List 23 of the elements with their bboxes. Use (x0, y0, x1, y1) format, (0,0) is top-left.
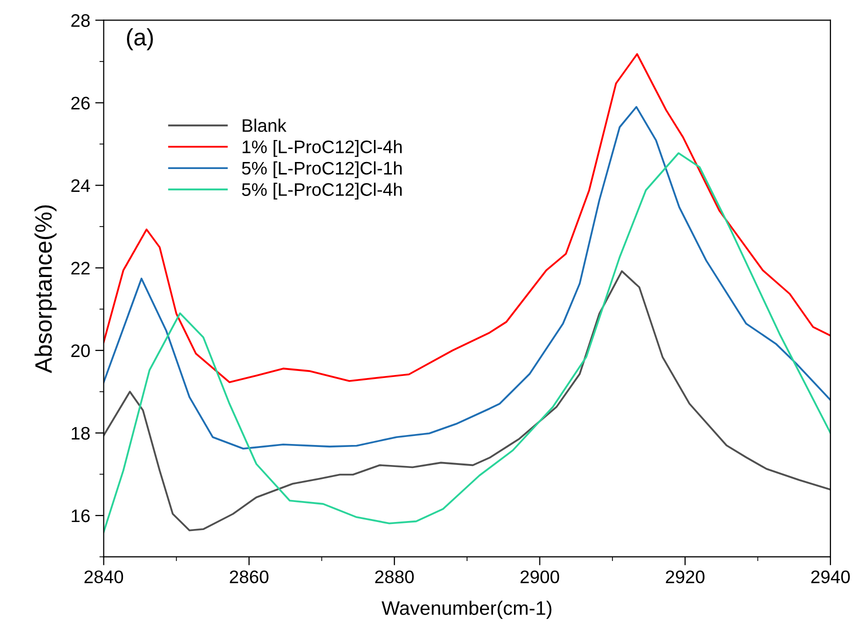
y-tick-label: 18 (72, 426, 90, 440)
y-tick-label: 22 (71, 262, 90, 274)
x-tick-label: 2900 (520, 570, 560, 584)
legend-label: Blank (242, 118, 286, 132)
x-tick-label: 2920 (666, 570, 704, 584)
x-tick-label: 2840 (84, 570, 124, 584)
x-axis-title: Wavenumber(cm-1) (382, 600, 552, 619)
legend-label: 1% [L-ProC12]Cl-4h (242, 140, 402, 157)
x-tick-label: 2880 (375, 570, 414, 584)
line-series (104, 106, 830, 450)
legend-label: 5% [L-ProC12]Cl-4h (242, 182, 402, 200)
line-series (104, 53, 830, 384)
legend-label: 5% [L-ProC12]Cl-1h (242, 161, 402, 178)
y-tick-label: 16 (72, 509, 90, 522)
x-tick-label: 2940 (811, 570, 850, 584)
y-tick-label: 24 (71, 179, 90, 192)
y-tick-label: 26 (71, 96, 90, 110)
y-tick-label: 20 (71, 344, 90, 358)
x-tick-label: 2860 (230, 570, 268, 584)
line-series (104, 270, 830, 532)
y-tick-label: 28 (71, 14, 90, 27)
annotation: (a) (126, 28, 153, 50)
y-axis-title: Absorptance(%) (34, 205, 57, 374)
